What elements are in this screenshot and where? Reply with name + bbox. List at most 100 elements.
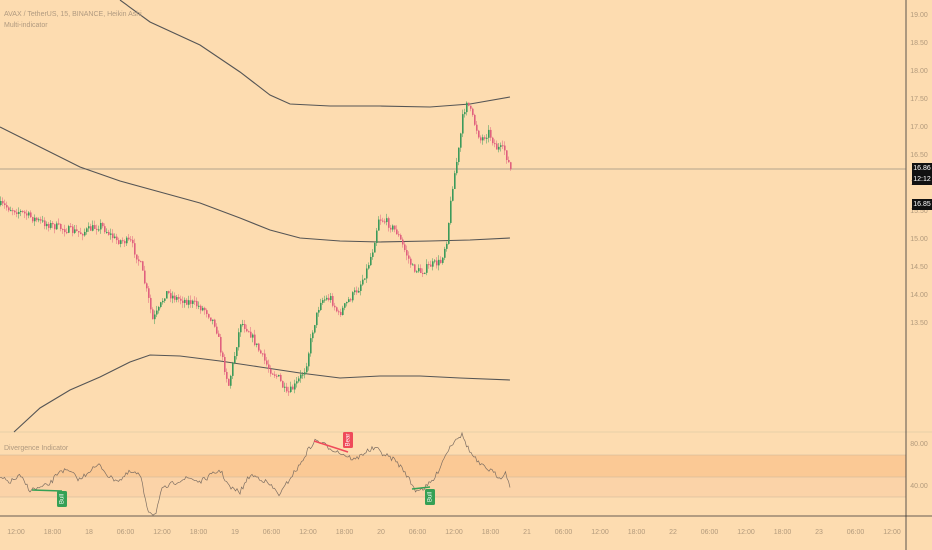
candle [368, 265, 370, 269]
candle [356, 290, 358, 293]
candle [170, 293, 172, 299]
candle [274, 374, 276, 376]
candle [30, 212, 32, 218]
candle [456, 162, 458, 174]
candle [182, 300, 184, 303]
price-tick: 19.00 [910, 12, 928, 19]
candle [426, 264, 428, 273]
candle [294, 383, 296, 390]
oscillator-oversold-band [0, 477, 906, 497]
bear-label: Bear [343, 432, 353, 448]
candle [172, 295, 174, 299]
candle [472, 108, 474, 115]
bull-divergence-line [411, 486, 431, 490]
candle [248, 331, 250, 333]
candle [114, 236, 116, 239]
candle [194, 300, 196, 302]
candle [242, 324, 244, 326]
time-tick: 18 [85, 529, 93, 536]
candle [348, 299, 350, 303]
candle [450, 200, 452, 223]
candle [88, 226, 90, 229]
candle [68, 226, 70, 233]
candle [178, 297, 180, 299]
candle [358, 290, 360, 293]
candle [210, 317, 212, 321]
band-lines [0, 0, 511, 433]
candle [260, 350, 262, 354]
candle [384, 221, 386, 223]
candle [468, 102, 470, 106]
candle [166, 291, 168, 299]
time-tick: 06:00 [555, 529, 573, 536]
price-tick: 14.50 [910, 264, 928, 271]
candle [76, 229, 78, 231]
candle [304, 372, 306, 375]
candle [38, 219, 40, 221]
candle [140, 261, 142, 263]
candle [164, 298, 166, 301]
candle [120, 240, 122, 244]
candle [382, 220, 384, 222]
candle [282, 381, 284, 388]
oscillator-name: Divergence Indicator [4, 445, 69, 452]
candle [410, 258, 412, 265]
candle [328, 297, 330, 301]
candle [122, 240, 124, 242]
candle [124, 241, 126, 244]
candle [334, 305, 336, 308]
candle [84, 231, 86, 236]
candle [184, 299, 186, 303]
candle [216, 326, 218, 334]
candle [112, 233, 114, 239]
candle [116, 236, 118, 241]
candle [156, 310, 158, 315]
candle [204, 307, 206, 311]
candle [34, 217, 36, 222]
bull-divergence-line [31, 489, 63, 492]
candle [262, 353, 264, 355]
candle [428, 264, 430, 266]
candle [174, 295, 176, 300]
candle [126, 237, 128, 244]
candle [488, 129, 490, 138]
candle [206, 310, 208, 315]
candle [300, 374, 302, 379]
time-tick: 12:00 [445, 529, 463, 536]
candle [154, 314, 156, 320]
candle [14, 210, 16, 213]
time-tick: 22 [669, 529, 677, 536]
candle [370, 256, 372, 266]
time-tick: 18:00 [482, 529, 500, 536]
candle [418, 268, 420, 272]
candle [160, 302, 162, 307]
candle [232, 363, 234, 376]
candle [134, 243, 136, 255]
candle [324, 299, 326, 301]
oscillator-level-tick: 80.00 [910, 441, 928, 448]
candle [176, 297, 178, 300]
time-tick: 18:00 [774, 529, 792, 536]
candle [508, 160, 510, 163]
candle [408, 255, 410, 259]
candle [498, 146, 500, 150]
time-tick: 18:00 [44, 529, 62, 536]
time-tick: 19 [231, 529, 239, 536]
candle [494, 143, 496, 145]
candle [470, 105, 472, 109]
time-tick: 18:00 [628, 529, 646, 536]
candle [202, 307, 204, 311]
candle [442, 257, 444, 263]
bull-label: Bull [57, 491, 67, 507]
candle [222, 352, 224, 358]
time-tick: 06:00 [117, 529, 135, 536]
candle [286, 386, 288, 392]
candle [18, 211, 20, 214]
candle [284, 386, 286, 388]
bear-divergence-line [313, 440, 349, 453]
candle [130, 239, 132, 241]
candle [466, 102, 468, 113]
candle [74, 229, 76, 233]
candle [362, 279, 364, 285]
